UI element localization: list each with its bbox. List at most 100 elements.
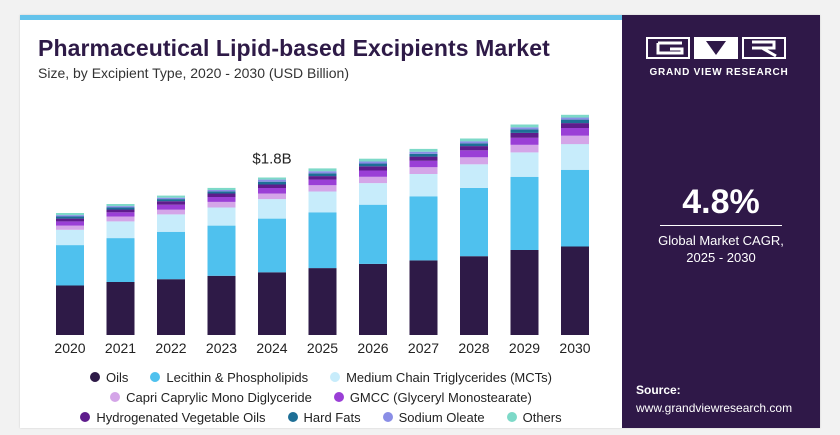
- bar-segment-2022-1: [157, 231, 185, 280]
- bar-segment-2026-6: [359, 163, 387, 167]
- bar-segment-2022-3: [157, 209, 185, 215]
- bar-segment-2024-5: [258, 184, 286, 188]
- bar-segment-2027-6: [409, 153, 438, 157]
- chart-title: Pharmaceutical Lipid-based Excipients Ma…: [38, 35, 550, 61]
- bar-segment-2023-4: [207, 197, 236, 202]
- bar-segment-2021-0: [106, 282, 135, 335]
- legend-swatch: [90, 372, 101, 382]
- bar-segment-2020-8: [56, 213, 84, 216]
- side-panel: GRAND VIEW RESEARCH 4.8% Global Market C…: [622, 15, 820, 428]
- bar-segment-2029-4: [510, 137, 539, 145]
- bar-segment-2028-8: [460, 138, 488, 142]
- legend-row-2: Capri Caprylic Mono Diglyceride GMCC (Gl…: [20, 387, 622, 407]
- chart-subtitle: Size, by Excipient Type, 2020 - 2030 (US…: [38, 65, 350, 81]
- legend-row-3: Hydrogenated Vegetable Oils Hard Fats So…: [20, 407, 622, 427]
- bar-segment-2023-3: [207, 201, 236, 208]
- bar-segment-2030-6: [561, 119, 589, 124]
- bar-segment-2026-7: [359, 161, 387, 164]
- legend-item-sodium-oleate: Sodium Oleate: [382, 410, 485, 425]
- bar-segment-2025-1: [308, 212, 337, 269]
- bar-segment-2025-0: [308, 268, 337, 335]
- legend-item-oils: Oils: [90, 370, 128, 385]
- bar-segment-2023-1: [207, 225, 236, 276]
- bar-segment-2022-2: [157, 214, 185, 232]
- bar-segment-2027-7: [409, 151, 438, 154]
- bar-segment-2020-1: [56, 245, 84, 286]
- legend-label: Hard Fats: [303, 409, 361, 425]
- bar-segment-2029-6: [510, 129, 539, 133]
- legend-row-1: Oils Lecithin & Phospholipids Medium Cha…: [20, 367, 622, 387]
- x-tick-label: 2025: [307, 340, 338, 356]
- bar-segment-2026-0: [359, 263, 387, 335]
- bar-segment-2030-5: [561, 123, 589, 128]
- source-link[interactable]: www.grandviewresearch.com: [636, 401, 793, 415]
- bar-segment-2027-0: [409, 260, 438, 335]
- bar-segment-2025-8: [308, 168, 337, 172]
- bar-segment-2021-1: [106, 238, 135, 282]
- x-tick-label: 2024: [256, 340, 287, 356]
- bar-segment-2020-0: [56, 285, 84, 335]
- bar-segment-2027-2: [409, 174, 438, 197]
- x-tick-label: 2021: [105, 340, 136, 356]
- bar-segment-2024-7: [258, 179, 286, 182]
- bar-segment-2030-2: [561, 144, 589, 170]
- bar-segment-2026-5: [359, 166, 387, 171]
- bar-segment-2026-8: [359, 158, 387, 162]
- bar-segment-2024-6: [258, 181, 286, 185]
- bar-segment-2030-0: [561, 246, 589, 335]
- bar-segment-2020-2: [56, 229, 84, 246]
- bar-segment-2028-0: [460, 256, 488, 335]
- logo-marks: [646, 37, 796, 59]
- bar-segment-2022-4: [157, 204, 185, 210]
- cagr-value: 4.8%: [682, 183, 760, 221]
- bar-segment-2028-1: [460, 187, 488, 257]
- legend-swatch: [382, 412, 393, 422]
- cagr-label-line-1: Global Market CAGR,: [658, 233, 784, 248]
- bar-segment-2025-5: [308, 176, 337, 180]
- logo-mark-g: [646, 37, 690, 59]
- legend-label: Capri Caprylic Mono Diglyceride: [126, 389, 312, 405]
- chart-legend: Oils Lecithin & Phospholipids Medium Cha…: [20, 367, 622, 427]
- legend-swatch: [506, 412, 517, 422]
- bar-segment-2023-5: [207, 193, 236, 197]
- brand-logo: GRAND VIEW RESEARCH: [646, 37, 796, 78]
- bar-segment-2022-0: [157, 279, 185, 335]
- legend-label: GMCC (Glyceryl Monostearate): [349, 389, 532, 405]
- bar-segment-2025-2: [308, 191, 337, 213]
- legend-swatch: [333, 392, 344, 402]
- bar-segment-2029-1: [510, 176, 539, 250]
- source-title: Source:: [636, 383, 681, 397]
- bar-segment-2023-2: [207, 207, 236, 226]
- cagr-label: Global Market CAGR, 2025 - 2030: [622, 232, 820, 266]
- bar-segment-2023-8: [207, 187, 236, 190]
- bar-segment-2028-5: [460, 146, 488, 151]
- x-tick-label: 2029: [509, 340, 540, 356]
- cagr-label-line-2: 2025 - 2030: [686, 250, 756, 265]
- bar-segment-2030-7: [561, 117, 589, 120]
- bar-segment-2027-8: [409, 148, 438, 152]
- bar-segment-2030-3: [561, 135, 589, 145]
- bar-segment-2024-8: [258, 177, 286, 180]
- bar-segment-2021-7: [106, 206, 135, 208]
- bar-segment-2020-6: [56, 216, 84, 219]
- bar-segment-2029-2: [510, 152, 539, 177]
- bar-segment-2024-3: [258, 193, 286, 200]
- stacked-bar-chart: 2020 2021 2022 2023 2024 $1.8B 2025 2026 2027 202…: [54, 114, 591, 356]
- bar-segment-2020-3: [56, 225, 84, 230]
- bar-segment-2020-7: [56, 215, 84, 217]
- bar-segment-2020-5: [56, 218, 84, 222]
- bar-segment-2027-4: [409, 160, 438, 168]
- bar-segment-2029-8: [510, 124, 539, 128]
- bar-segment-2026-1: [359, 204, 387, 264]
- bar-segment-2022-5: [157, 201, 185, 205]
- legend-item-mct: Medium Chain Triglycerides (MCTs): [330, 370, 552, 385]
- legend-item-hvo: Hydrogenated Vegetable Oils: [80, 410, 266, 425]
- bar-segment-2021-3: [106, 216, 135, 222]
- bar-segment-2029-3: [510, 144, 539, 153]
- brand-name: GRAND VIEW RESEARCH: [649, 67, 789, 78]
- bar-segment-2028-7: [460, 141, 488, 144]
- bar-segment-2028-6: [460, 143, 488, 147]
- cagr-divider: [660, 225, 782, 226]
- bar-segment-2022-6: [157, 199, 185, 202]
- x-tick-label: 2026: [357, 340, 388, 356]
